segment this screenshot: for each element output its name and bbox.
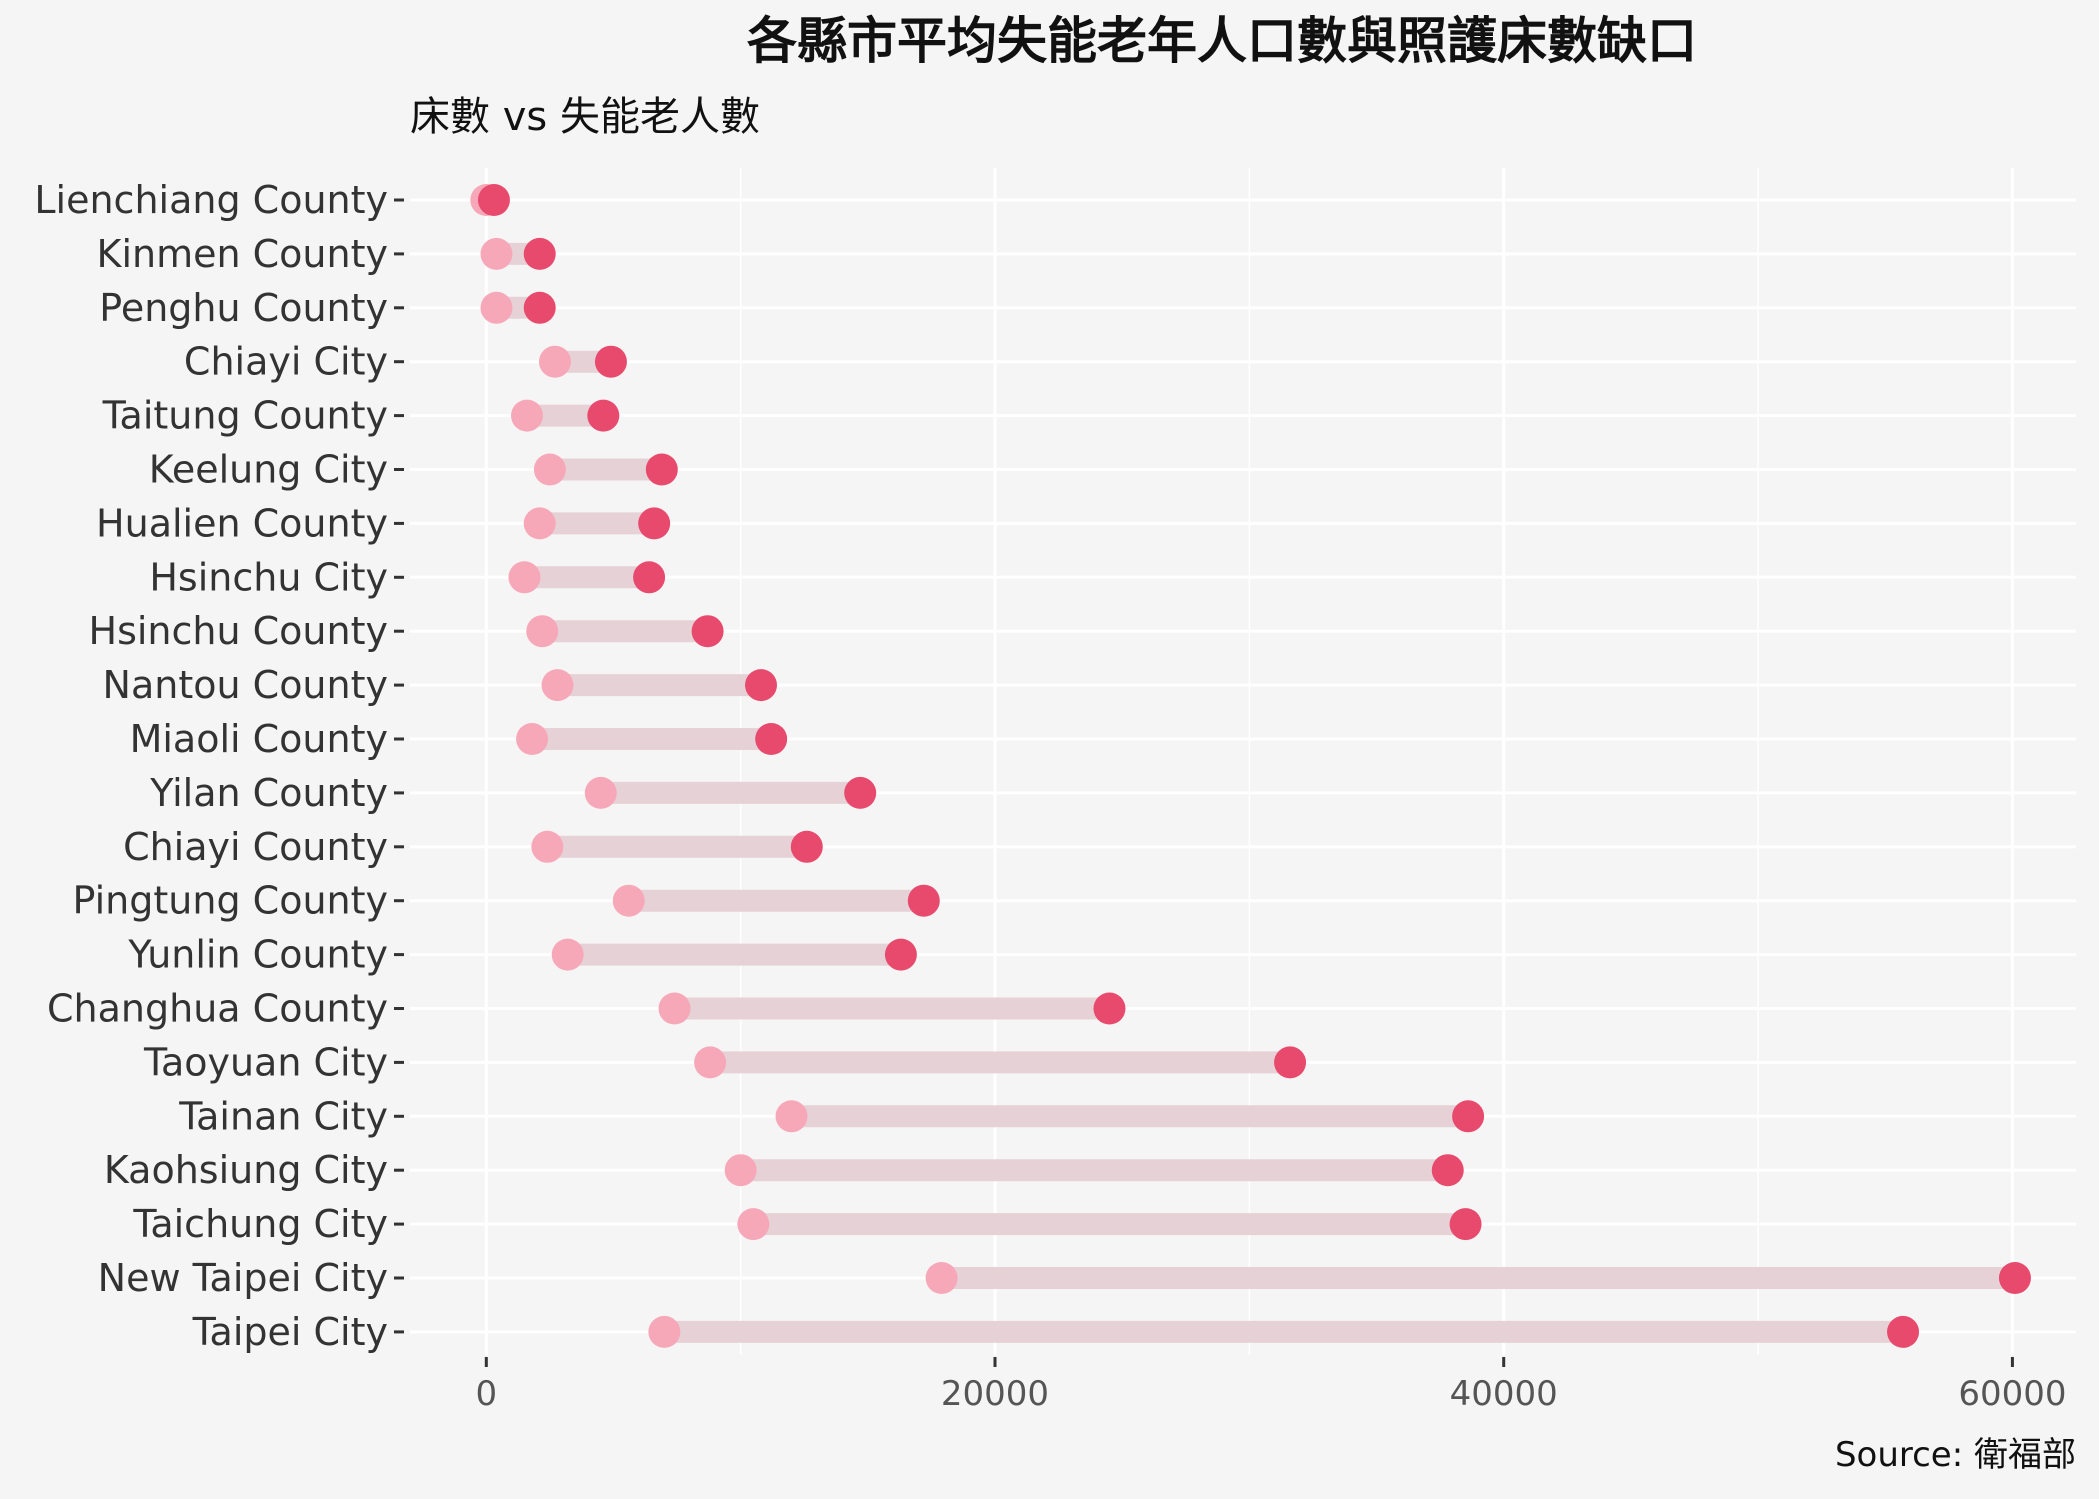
x-axis: 0 20000 40000 60000: [475, 1357, 2066, 1414]
y-tick-label-2: Penghu County: [99, 286, 388, 330]
elderly-point-21: [1887, 1315, 1920, 1348]
elderly-point-6: [638, 507, 671, 540]
beds-point-6: [523, 507, 556, 540]
elderly-point-5: [645, 453, 678, 486]
y-tick-label-3: Chiayi City: [184, 340, 388, 384]
beds-point-10: [516, 723, 549, 755]
beds-point-21: [648, 1315, 681, 1348]
y-tick-label-17: Tainan City: [178, 1094, 388, 1138]
beds-point-5: [533, 453, 566, 486]
elderly-point-1: [523, 237, 556, 270]
elderly-point-17: [1452, 1100, 1485, 1133]
elderly-point-14: [884, 938, 917, 971]
y-tick-label-19: Taichung City: [132, 1202, 388, 1246]
elderly-point-13: [907, 884, 940, 917]
x-tick-label-3: 60000: [1958, 1374, 2066, 1414]
grid-lines: [410, 168, 2076, 1355]
y-tick-label-6: Hualien County: [96, 501, 388, 545]
y-tick-label-9: Nantou County: [103, 663, 388, 707]
elderly-point-12: [790, 830, 823, 863]
y-tick-label-13: Pingtung County: [73, 879, 388, 923]
beds-point-11: [584, 776, 617, 809]
elderly-point-0: [477, 184, 510, 216]
x-tick-label-2: 40000: [1450, 1374, 1558, 1414]
chart-caption: Source: 衛福部: [1835, 1435, 2076, 1475]
elderly-point-15: [1093, 992, 1126, 1025]
beds-point-15: [658, 992, 691, 1025]
chart-subtitle: 床數 vs 失能老人數: [410, 94, 760, 140]
x-tick-label-1: 20000: [941, 1374, 1049, 1414]
beds-point-2: [480, 291, 513, 324]
elderly-point-20: [1998, 1262, 2031, 1294]
elderly-point-3: [594, 345, 627, 378]
beds-point-8: [526, 615, 559, 648]
elderly-point-11: [844, 776, 877, 809]
elderly-point-18: [1431, 1154, 1464, 1187]
y-tick-label-8: Hsinchu County: [89, 609, 389, 653]
dumbbell-points: [470, 184, 2031, 1348]
y-tick-label-5: Keelung City: [149, 448, 388, 492]
y-tick-label-16: Taoyuan City: [143, 1040, 388, 1084]
y-tick-label-0: Lienchiang County: [34, 178, 388, 222]
beds-point-3: [538, 345, 571, 378]
y-tick-label-1: Kinmen County: [97, 232, 388, 276]
chart-title: 各縣市平均失能老年人口數與照護床數缺口: [747, 12, 1697, 70]
elderly-point-10: [755, 723, 788, 755]
beds-point-18: [724, 1154, 757, 1187]
y-tick-label-15: Changhua County: [47, 987, 388, 1031]
dumbbell-segments: [486, 189, 2015, 1343]
beds-point-7: [508, 561, 541, 594]
elderly-point-16: [1274, 1046, 1307, 1079]
beds-point-4: [511, 399, 544, 432]
elderly-point-2: [523, 291, 556, 324]
beds-point-19: [737, 1208, 770, 1241]
beds-point-20: [925, 1262, 958, 1294]
elderly-point-4: [587, 399, 620, 432]
beds-point-13: [612, 884, 645, 917]
beds-point-9: [541, 669, 574, 702]
beds-point-14: [551, 938, 584, 971]
y-tick-label-10: Miaoli County: [130, 717, 388, 761]
y-tick-label-18: Kaohsiung City: [104, 1148, 388, 1192]
y-tick-label-12: Chiayi County: [123, 825, 388, 869]
beds-point-1: [480, 237, 513, 270]
beds-point-17: [775, 1100, 808, 1133]
y-tick-label-21: Taipei City: [192, 1310, 388, 1354]
y-tick-label-14: Yunlin County: [127, 933, 388, 977]
x-tick-label-0: 0: [475, 1374, 497, 1414]
elderly-point-8: [691, 615, 724, 648]
elderly-point-7: [633, 561, 666, 594]
y-tick-label-11: Yilan County: [149, 771, 388, 815]
beds-point-16: [694, 1046, 727, 1079]
elderly-point-9: [745, 669, 778, 702]
elderly-point-19: [1449, 1208, 1482, 1241]
beds-point-12: [531, 830, 564, 863]
y-tick-label-7: Hsinchu City: [149, 555, 388, 599]
y-axis: Lienchiang County Kinmen County Penghu Cou…: [34, 178, 404, 1354]
y-tick-label-20: New Taipei City: [98, 1256, 388, 1300]
y-tick-label-4: Taitung County: [102, 394, 388, 438]
